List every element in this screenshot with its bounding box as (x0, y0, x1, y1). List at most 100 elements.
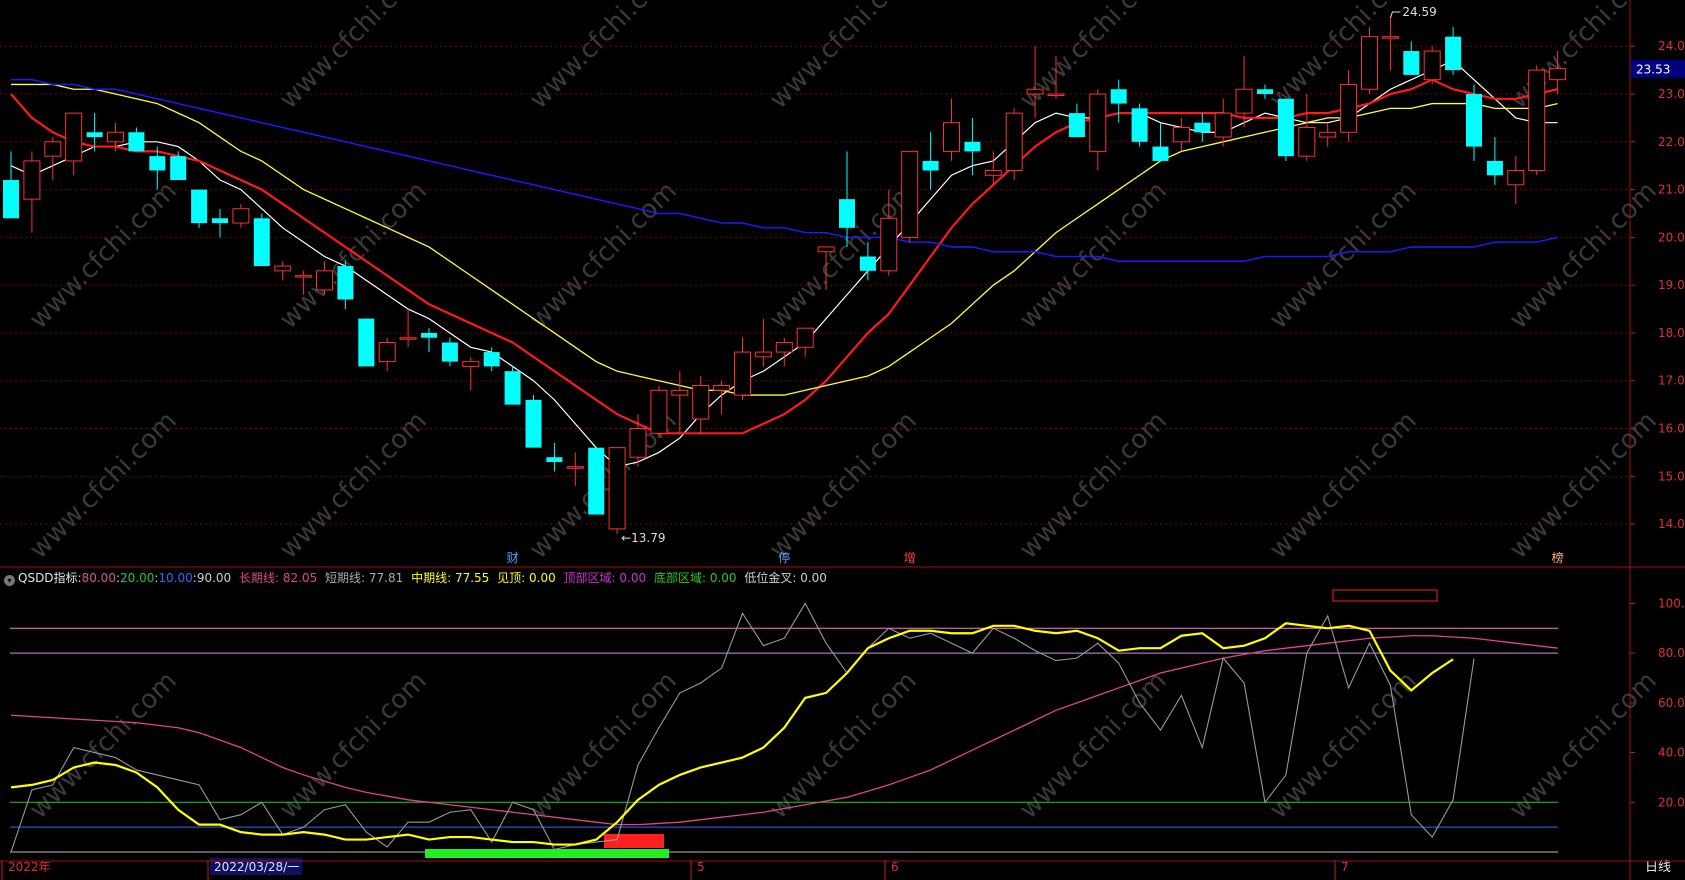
candle-body (964, 141, 981, 152)
indicator-item-sep: : (275, 571, 283, 585)
candlestick-series: 24.59 ←13.79 财 停 增 榜 (3, 5, 1567, 565)
candle-body (713, 385, 731, 391)
candle-body (149, 156, 166, 171)
price-tick-label: 14.00 (1658, 517, 1685, 531)
price-grid (0, 45, 1630, 525)
candle-body (984, 169, 1002, 176)
candle (566, 452, 584, 486)
high-marker (1389, 11, 1401, 19)
candle (1214, 98, 1232, 147)
price-tick-label: 15.00 (1658, 469, 1685, 483)
candle-body (191, 189, 208, 224)
candle-body (1214, 112, 1232, 138)
event-marker: 财 (507, 551, 519, 565)
candle (1047, 55, 1065, 99)
candle (1445, 27, 1462, 75)
golden-cross-bar (604, 834, 664, 848)
indicator-item-sep: : (701, 571, 710, 585)
candle (1005, 108, 1023, 181)
candle (3, 151, 19, 219)
candle (1466, 84, 1482, 161)
price-tick-label: 17.00 (1658, 374, 1685, 388)
candle-body (671, 389, 689, 396)
indicator-item-value: 0.00 (529, 571, 556, 585)
candle (1423, 46, 1441, 85)
indicator-item-label: 见顶 (493, 571, 522, 585)
candle (191, 189, 208, 228)
indicator-item-label: 短期线 (321, 571, 362, 585)
candle-body (754, 351, 772, 358)
candle-body (3, 180, 19, 219)
indicator-tick-label: 80.00 (1658, 646, 1685, 660)
candle-body (1507, 169, 1525, 186)
candle (734, 337, 751, 400)
candle-body (462, 361, 480, 367)
collapse-icon[interactable]: ▾ (4, 575, 15, 586)
candle (984, 151, 1002, 185)
indicator-param: 10.00 (158, 571, 193, 585)
candle-body (232, 208, 250, 224)
candle-body (483, 352, 500, 367)
indicator-item-sep: : (521, 571, 529, 585)
candle (483, 347, 500, 372)
candle-body (337, 266, 354, 300)
candle-body (44, 141, 62, 157)
indicator-item-label: 低位金叉 (740, 571, 793, 585)
candle (149, 146, 166, 190)
candle (754, 318, 772, 367)
candle-body (1005, 112, 1023, 171)
current-price-label: 23.53 (1636, 63, 1670, 77)
candle-body (1381, 36, 1399, 39)
candle-body (734, 351, 751, 396)
candle-body (65, 112, 83, 162)
param-separator: : (115, 571, 120, 585)
candle-body (421, 332, 437, 338)
candle-body (566, 466, 584, 469)
time-label: 2022/03/28/一 (214, 860, 299, 874)
candle (692, 375, 710, 434)
candle-body (253, 218, 270, 267)
candle (1277, 98, 1294, 161)
price-tick-label: 24.00 (1658, 39, 1685, 53)
price-tick-label: 21.00 (1658, 183, 1685, 197)
candle (462, 356, 480, 391)
candle-body (1194, 122, 1211, 133)
candle (650, 385, 668, 439)
ma-line-ma20 (11, 83, 1558, 396)
candle-body (901, 150, 919, 238)
indicator-item-sep: : (611, 571, 620, 585)
candle-body (1257, 89, 1273, 95)
candle (337, 261, 354, 310)
candle (1319, 122, 1337, 147)
candle-body (212, 218, 228, 224)
candle (23, 151, 41, 233)
candle (44, 137, 62, 181)
param-separator: : (192, 571, 197, 585)
qsdd-indicator-panel: 100.0 80.00 60.00 40.00 20.00 (10, 589, 1685, 858)
candle (399, 309, 417, 348)
candle-body (274, 265, 292, 272)
event-marker: 榜 (1552, 550, 1564, 565)
indicator-name[interactable]: QSDD指标 (18, 571, 78, 585)
candle-body (525, 399, 542, 448)
candle-body (1486, 160, 1503, 176)
candle-body (358, 318, 375, 367)
indicator-item-sep: : (447, 571, 455, 585)
event-marker: 增 (904, 551, 916, 565)
candle-body (1131, 108, 1148, 142)
candle-body (1423, 50, 1441, 81)
candle-body (399, 337, 417, 340)
candle (295, 270, 313, 295)
indicator-item-label: 中期线 (407, 571, 448, 585)
candle-body (943, 122, 960, 152)
candle-body (859, 256, 876, 271)
high-label: 24.59 (1402, 5, 1436, 19)
candle-body (295, 275, 313, 278)
candle (1361, 27, 1378, 95)
candle-body (441, 342, 458, 362)
indicator-tick-label: 40.00 (1658, 746, 1685, 760)
indicator-tick-label: 100.0 (1658, 596, 1685, 610)
candle (1403, 41, 1420, 75)
candle (441, 337, 458, 367)
